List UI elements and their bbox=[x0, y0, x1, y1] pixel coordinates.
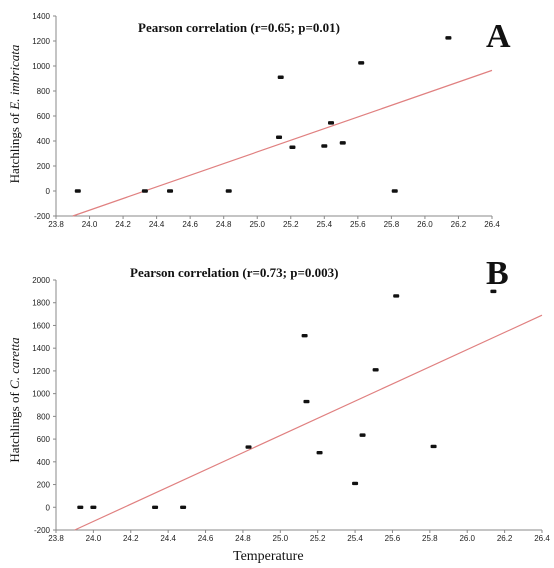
panel-b-x-tick-label: 26.2 bbox=[497, 534, 513, 543]
panel-b-x-tick-label: 24.4 bbox=[160, 534, 176, 543]
panel-b-x-tick-label: 25.4 bbox=[347, 534, 363, 543]
panel-b-y-tick-label: 200 bbox=[37, 481, 51, 490]
panel-a-plot: -200 0 200 400 600 800 1000 1200 1400 23.8 24.0 24.… bbox=[32, 12, 500, 229]
panel-b-data-point bbox=[393, 294, 400, 298]
panel-a-x-tick-label: 26.0 bbox=[417, 220, 433, 229]
panel-a-data-point bbox=[277, 75, 284, 79]
panel-b-letter: B bbox=[486, 255, 509, 292]
panel-b-fit-line bbox=[74, 314, 543, 531]
panel-b-y-tick-label: 800 bbox=[37, 412, 51, 421]
panel-a-x-tick-label: 26.2 bbox=[451, 220, 467, 229]
panel-b-data-point bbox=[180, 505, 187, 509]
panel-b-x-tick-label: 24.8 bbox=[235, 534, 251, 543]
panel-b-x-tick-label: 26.0 bbox=[459, 534, 475, 543]
panel-a-x-tick-label: 24.0 bbox=[82, 220, 98, 229]
panel-a-data-point bbox=[358, 61, 365, 65]
panel-a-y-axis-label-species: E. imbricata bbox=[7, 44, 22, 110]
panel-b-x-tick-label: 24.6 bbox=[198, 534, 214, 543]
panel-a-data-point bbox=[141, 189, 148, 193]
panel-a-x-tick-label: 25.8 bbox=[384, 220, 400, 229]
panel-a-y-tick-label: 1000 bbox=[32, 62, 50, 71]
panel-b-x-tick-label: 24.0 bbox=[86, 534, 102, 543]
panel-a-data-point bbox=[225, 189, 232, 193]
panel-a-y-axis-label-prefix: Hatchlings of bbox=[7, 109, 22, 184]
panel-b-x-tick-label: 25.0 bbox=[273, 534, 289, 543]
panel-a-y-tick-label: -200 bbox=[34, 212, 51, 221]
panel-b-data-point bbox=[316, 451, 323, 455]
panel-b-data-point bbox=[301, 333, 308, 338]
panel-b-data-point bbox=[352, 481, 359, 486]
panel-b-title: Pearson correlation (r=0.73; p=0.003) bbox=[130, 265, 339, 280]
panel-b-y-tick-label: -200 bbox=[34, 526, 51, 535]
panel-b-y-axis-label: Hatchlings of C. caretta bbox=[7, 325, 23, 475]
panel-b-x-tick-label: 25.6 bbox=[385, 534, 401, 543]
panel-a-data-point bbox=[328, 121, 335, 125]
panel-b-y-tick-label: 1400 bbox=[32, 344, 50, 353]
panel-a-y-tick-label: 1200 bbox=[32, 37, 50, 46]
panel-a-x-tick-label: 24.6 bbox=[182, 220, 198, 229]
panel-a-data-point bbox=[321, 144, 328, 148]
panel-a-y-tick-label: 0 bbox=[46, 187, 51, 196]
panel-a-y-axis-label: Hatchlings of E. imbricata bbox=[7, 39, 23, 189]
panel-b-y-tick-label: 400 bbox=[37, 458, 51, 467]
panel-b-plot: -200 0 200 400 600 800 1000 1200 1400 1600 1800 200… bbox=[32, 276, 550, 543]
panel-a-data-point bbox=[289, 145, 296, 149]
panel-a-x-tick-label: 25.0 bbox=[249, 220, 265, 229]
panel-b-y-tick-label: 1800 bbox=[32, 299, 50, 308]
panel-a-x-tick-label: 25.4 bbox=[317, 220, 333, 229]
panel-b-y-tick-label: 0 bbox=[46, 503, 51, 512]
panel-b-y-tick-label: 2000 bbox=[32, 276, 50, 285]
panel-a-y-tick-label: 1400 bbox=[32, 12, 50, 21]
panel-b-y-tick-label: 1200 bbox=[32, 367, 50, 376]
panel-b-y-tick-label: 1000 bbox=[32, 390, 50, 399]
panel-b-x-tick-label: 24.2 bbox=[123, 534, 139, 543]
panel-a-data-point bbox=[167, 189, 174, 193]
panel-b-data-point bbox=[245, 445, 252, 449]
panel-a-x-tick-label: 25.6 bbox=[350, 220, 366, 229]
panel-b-y-axis-label-species: C. caretta bbox=[7, 337, 22, 389]
panel-a-x-tick-label: 24.4 bbox=[149, 220, 165, 229]
panel-a-data-point bbox=[339, 141, 346, 145]
panel-b-x-tick-label: 26.4 bbox=[534, 534, 550, 543]
panel-b-data-point bbox=[152, 505, 159, 509]
panel-a-y-tick-label: 400 bbox=[37, 137, 51, 146]
panel-a-y-tick-label: 800 bbox=[37, 87, 51, 96]
panel-a-y-tick-label: 600 bbox=[37, 112, 51, 121]
panel-a-data-point bbox=[276, 135, 283, 139]
panel-a-x-tick-label: 25.2 bbox=[283, 220, 299, 229]
panel-b-data-point bbox=[430, 444, 437, 449]
panel-a-letter: A bbox=[486, 18, 511, 55]
panel-b-data-point bbox=[359, 433, 366, 437]
panel-a-data-point bbox=[445, 36, 452, 40]
panel-a-y-tick-label: 200 bbox=[37, 162, 51, 171]
panel-b-data-point bbox=[77, 505, 84, 509]
panel-a-x-tick-label: 24.8 bbox=[216, 220, 232, 229]
panel-b-x-tick-label: 25.2 bbox=[310, 534, 326, 543]
panel-b-data-point bbox=[490, 289, 497, 294]
panel-b-x-tick-label: 25.8 bbox=[422, 534, 438, 543]
panel-a-data-point bbox=[74, 189, 81, 193]
panel-a-x-tick-label: 23.8 bbox=[48, 220, 64, 229]
panel-b-data-point bbox=[372, 368, 379, 372]
panel-b-data-point bbox=[303, 399, 310, 404]
panel-a-fit-line bbox=[72, 69, 493, 217]
panel-a-x-tick-label: 24.2 bbox=[115, 220, 131, 229]
x-axis-label: Temperature bbox=[233, 549, 304, 564]
panel-b-data-point bbox=[90, 505, 97, 509]
panel-b-y-tick-label: 600 bbox=[37, 435, 51, 444]
panel-b-x-tick-label: 23.8 bbox=[48, 534, 64, 543]
panel-b-y-tick-label: 1600 bbox=[32, 321, 50, 330]
panel-a-x-tick-label: 26.4 bbox=[484, 220, 500, 229]
panel-a-data-point bbox=[391, 189, 398, 193]
panel-b-y-axis-label-prefix: Hatchlings of bbox=[7, 388, 22, 463]
panel-a-title: Pearson correlation (r=0.65; p=0.01) bbox=[138, 20, 340, 35]
